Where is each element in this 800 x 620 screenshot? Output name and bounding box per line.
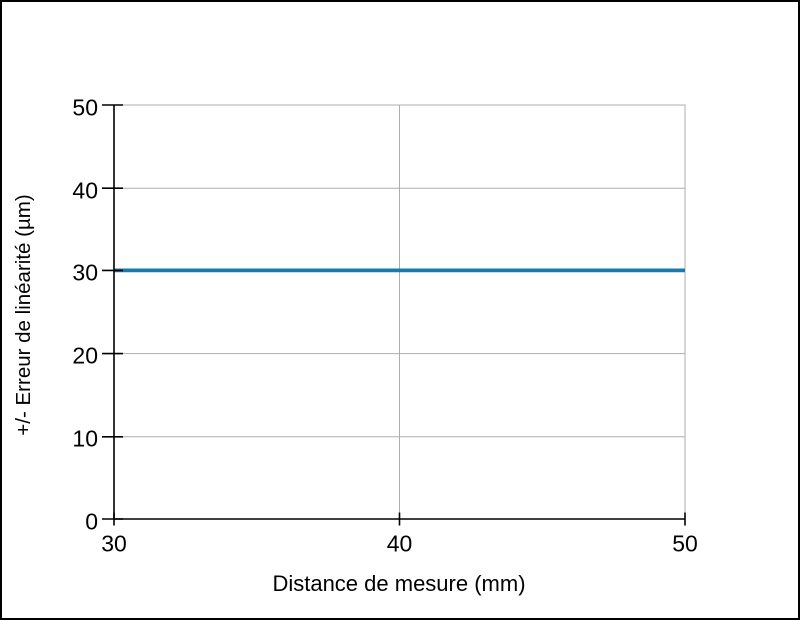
svg-text:30: 30 [72, 260, 98, 286]
svg-text:40: 40 [72, 178, 98, 204]
svg-text:0: 0 [85, 509, 98, 535]
svg-text:40: 40 [387, 531, 413, 557]
svg-text:10: 10 [72, 426, 98, 452]
svg-text:20: 20 [72, 343, 98, 369]
svg-text:50: 50 [72, 95, 98, 121]
svg-text:30: 30 [101, 531, 127, 557]
svg-text:50: 50 [672, 531, 698, 557]
